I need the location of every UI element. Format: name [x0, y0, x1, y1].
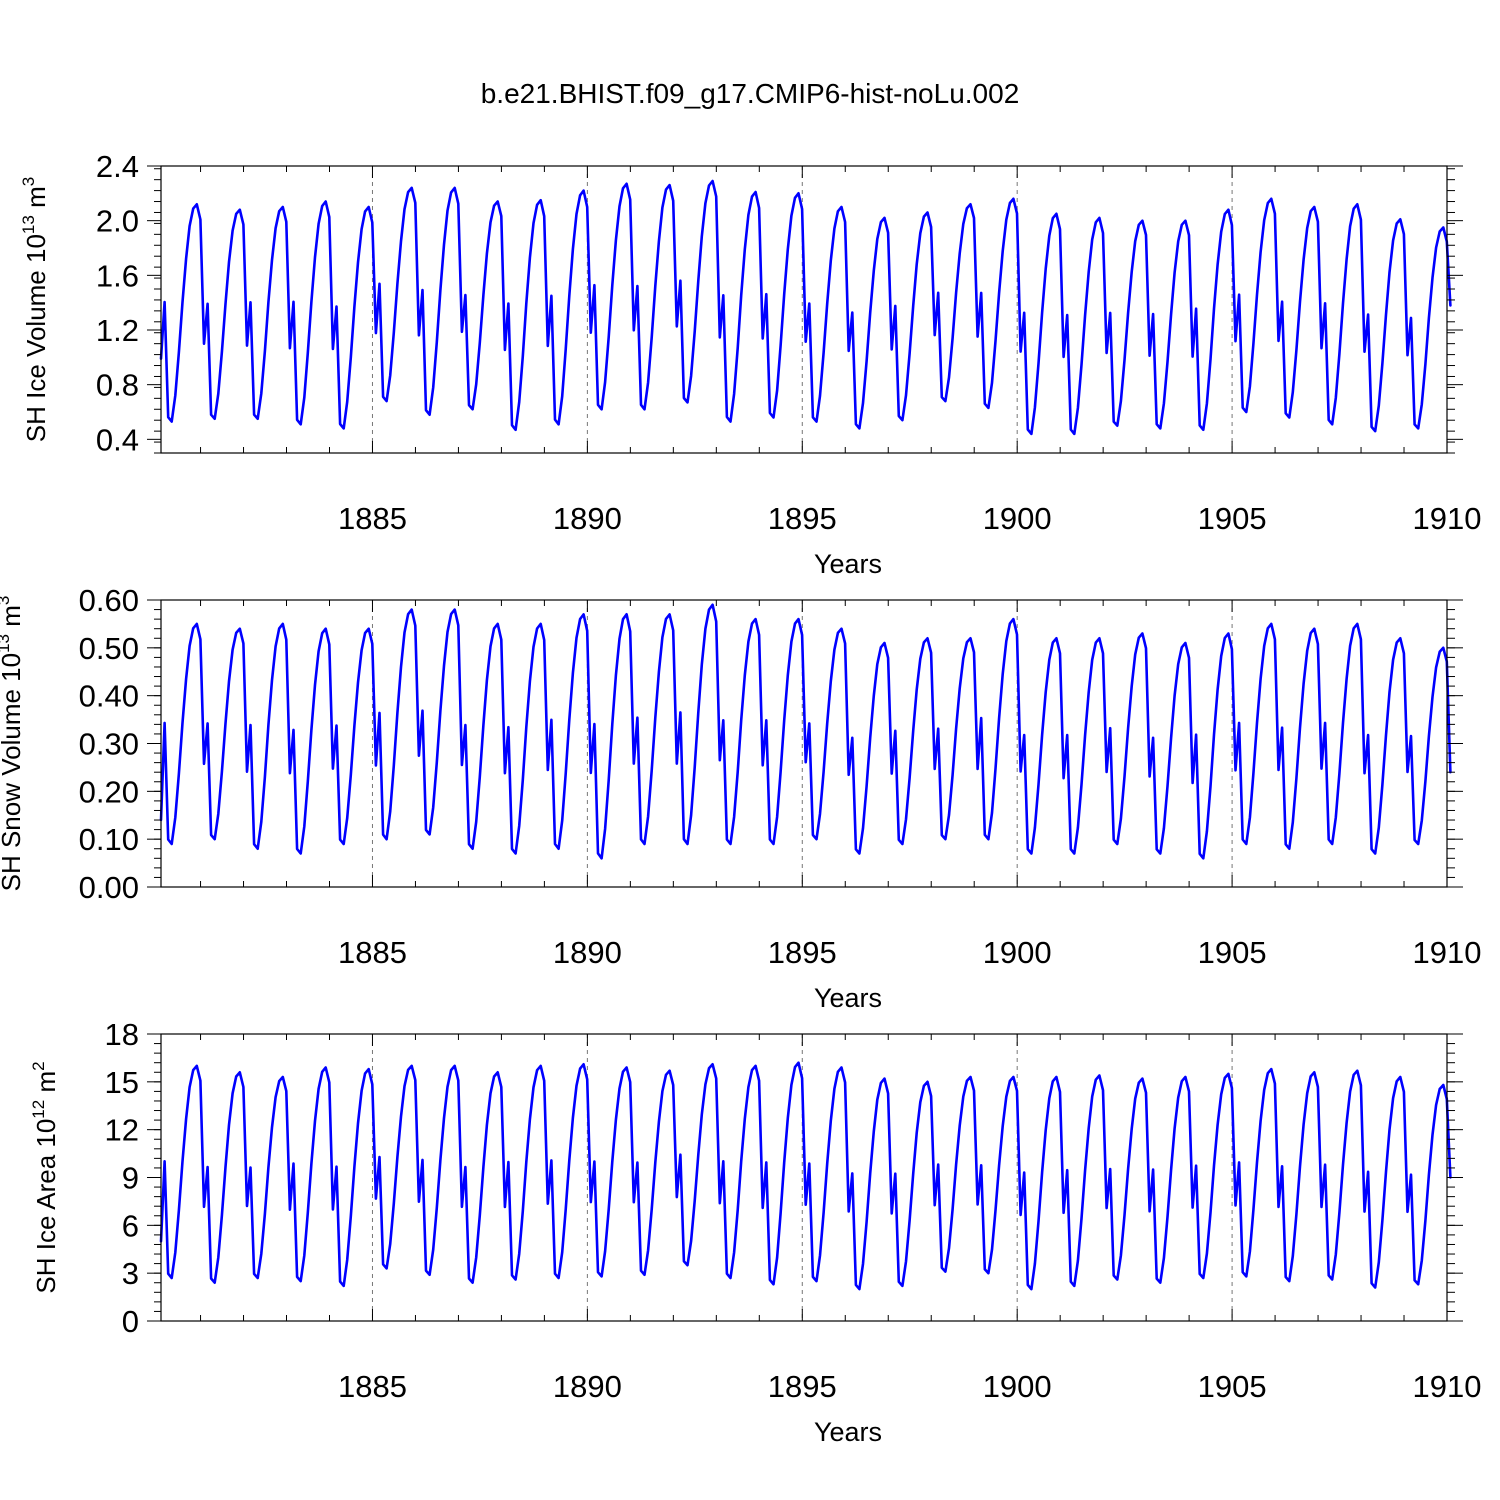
- y-tick-label: 1.6: [96, 258, 139, 293]
- y-tick-label: 0.20: [79, 774, 139, 809]
- y-axis-label-superscript: 3: [19, 177, 38, 186]
- y-axis-label-superscript: 2: [29, 1061, 48, 1070]
- chart-panel-1: 1885 1890 1895 1900 1905 1910 0.4 0.8 1.2 1.6 2.0 2…: [19, 149, 1481, 579]
- y-tick-label: 0.10: [79, 822, 139, 857]
- y-tick-label: 2.4: [96, 149, 139, 184]
- y-tick-label: 15: [105, 1065, 139, 1100]
- y-tick-label: 12: [105, 1113, 139, 1148]
- chart-panel-2: 1885 1890 1895 1900 1905 1910 0.00 0.10 0.20 0.30…: [0, 583, 1481, 1013]
- x-tick-label: 1910: [1413, 1369, 1482, 1404]
- figure-title: b.e21.BHIST.f09_g17.CMIP6-hist-noLu.002: [481, 78, 1020, 109]
- x-axis-label: Years: [814, 1417, 882, 1447]
- y-axis-label-superscript: 12: [29, 1100, 48, 1119]
- y-tick-label: 0.50: [79, 631, 139, 666]
- x-axis-label: Years: [814, 549, 882, 579]
- x-tick-label: 1905: [1198, 501, 1267, 536]
- y-tick-label: 6: [122, 1208, 139, 1243]
- series-line: [159, 179, 1452, 436]
- x-tick-label: 1890: [553, 935, 622, 970]
- x-tick-label: 1905: [1198, 1369, 1267, 1404]
- y-tick-label: 1.2: [96, 313, 139, 348]
- x-tick-label: 1910: [1413, 501, 1482, 536]
- y-tick-label: 0.8: [96, 368, 139, 403]
- x-tick-label: 1885: [338, 935, 407, 970]
- x-tick-label: 1895: [768, 501, 837, 536]
- y-axis-label-superscript: 13: [19, 215, 38, 234]
- y-axis-label-part: m: [31, 1071, 61, 1100]
- series-line: [159, 603, 1452, 860]
- x-tick-label: 1905: [1198, 935, 1267, 970]
- x-tick-label: 1910: [1413, 935, 1482, 970]
- y-tick-label: 0.00: [79, 870, 139, 905]
- chart-panel-3: 1885 1890 1895 1900 1905 1910 0 3 6 9 12 15 18 Years S…: [29, 1017, 1481, 1447]
- y-axis-label-superscript: 13: [0, 634, 13, 653]
- x-tick-label: 1900: [983, 501, 1052, 536]
- x-tick-label: 1890: [553, 501, 622, 536]
- y-tick-label: 18: [105, 1017, 139, 1052]
- x-tick-label: 1895: [768, 1369, 837, 1404]
- y-axis-label-part: SH Ice Volume 10: [21, 234, 51, 442]
- panels: 1885 1890 1895 1900 1905 19100.40.81.21.62.02…: [0, 149, 1481, 1447]
- y-axis-label: SH Snow Volume 1013 m3: [0, 596, 26, 892]
- y-tick-label: 2.0: [96, 204, 139, 239]
- y-axis-label-part: SH Ice Area 10: [31, 1119, 61, 1294]
- plot-frame: [160, 165, 1448, 454]
- y-tick-label: 0.60: [79, 583, 139, 618]
- y-axis-label-part: m: [21, 186, 51, 215]
- x-tick-label: 1900: [983, 1369, 1052, 1404]
- x-tick-label: 1885: [338, 1369, 407, 1404]
- y-axis-label-superscript: 3: [0, 596, 13, 605]
- y-axis-label-part: m: [0, 605, 26, 634]
- series-line: [159, 1061, 1452, 1291]
- y-tick-label: 0.30: [79, 727, 139, 762]
- y-tick-label: 0.40: [79, 679, 139, 714]
- x-tick-label: 1895: [768, 935, 837, 970]
- y-tick-label: 0: [122, 1304, 139, 1339]
- y-tick-label: 0.4: [96, 422, 139, 457]
- y-tick-label: 3: [122, 1256, 139, 1291]
- x-axis-label: Years: [814, 983, 882, 1013]
- x-tick-label: 1900: [983, 935, 1052, 970]
- x-tick-label: 1885: [338, 501, 407, 536]
- x-tick-label: 1890: [553, 1369, 622, 1404]
- y-tick-label: 9: [122, 1161, 139, 1196]
- y-axis-label-part: SH Snow Volume 10: [0, 653, 26, 891]
- y-axis-label: SH Ice Volume 1013 m3: [19, 177, 51, 442]
- y-axis-label: SH Ice Area 1012 m2: [29, 1061, 61, 1293]
